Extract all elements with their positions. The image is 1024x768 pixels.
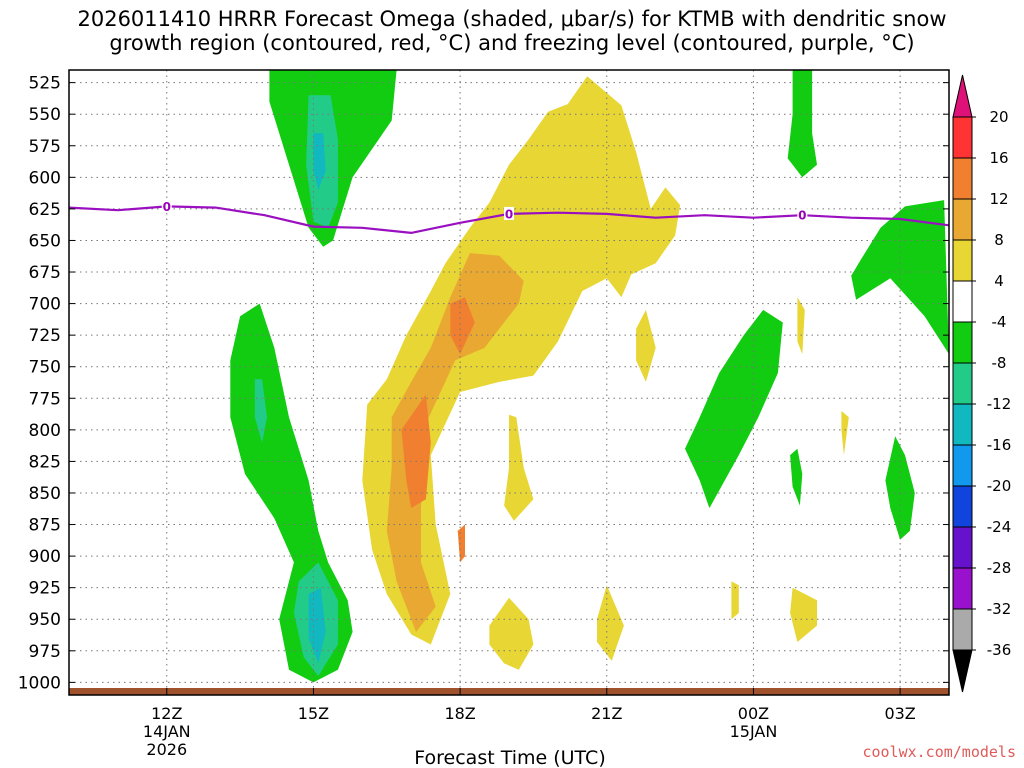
omega-region-m4 — [787, 70, 817, 178]
omega-region-p4 — [731, 581, 739, 620]
y-axis: 525 550 575 600 625 650 675 700 725 750 775 800 825 8… — [18, 74, 949, 693]
freezing-label-bg — [504, 206, 514, 220]
colorbar-label: -16 — [987, 436, 1012, 454]
omega-region-m4 — [851, 200, 949, 355]
colorbar-label: 12 — [989, 190, 1008, 208]
ground-strip — [69, 688, 949, 695]
colorbar-bin-m12 — [952, 403, 973, 446]
colorbar-bin-p12 — [952, 157, 973, 200]
y-tick-label: 925 — [29, 579, 61, 599]
y-tick-label: 800 — [29, 421, 61, 441]
omega-region-m4 — [790, 448, 803, 506]
y-tick-label: 825 — [29, 452, 61, 472]
freezing-label-bg — [161, 199, 172, 213]
colorbar-bin-m16 — [952, 444, 973, 487]
omega-shading — [230, 70, 949, 683]
y-tick-label: 600 — [29, 168, 61, 188]
grid-lines — [69, 70, 949, 695]
omega-region-p4 — [489, 597, 534, 670]
x-tick-date-label: 15JAN — [730, 722, 778, 741]
colorbar-label: -8 — [992, 354, 1007, 372]
freezing-label-bg — [797, 208, 808, 222]
y-tick-label: 625 — [29, 200, 61, 220]
y-tick-label: 900 — [29, 547, 61, 567]
omega-region-m8 — [254, 379, 267, 443]
colorbar-bin-m8 — [952, 362, 973, 405]
chart-title-line-2: growth region (contoured, red, °C) and f… — [109, 31, 915, 55]
colorbar-label: -24 — [987, 518, 1012, 536]
y-tick-label: 725 — [29, 326, 61, 346]
colorbar-label: 16 — [989, 149, 1008, 167]
omega-region-p4 — [790, 587, 817, 642]
colorbar-bin-m32 — [952, 608, 973, 651]
y-tick-label: 750 — [29, 358, 61, 378]
y-tick-label: 550 — [29, 105, 61, 125]
colorbar-bin-m4 — [952, 321, 973, 364]
credit-link[interactable]: coolwx.com/models — [862, 743, 1016, 761]
x-tick-label: 21Z — [591, 704, 622, 723]
colorbar-label: -12 — [987, 395, 1012, 413]
freezing-level-contour: 0 0 0 — [69, 199, 949, 235]
colorbar-label: 20 — [989, 108, 1008, 126]
colorbar-bin-m28 — [952, 567, 973, 610]
y-tick-label: 850 — [29, 484, 61, 504]
y-tick-label: 950 — [29, 610, 61, 630]
omega-region-p12 — [401, 394, 431, 509]
omega-region-p4 — [597, 585, 624, 661]
colorbar-label: 4 — [994, 272, 1004, 290]
y-tick-label: 575 — [29, 137, 61, 157]
y-tick-label: 975 — [29, 642, 61, 662]
freezing-level-label: 0 — [798, 209, 806, 223]
omega-region-p4 — [362, 76, 681, 645]
colorbar-label: -36 — [987, 641, 1012, 659]
freezing-level-label: 0 — [505, 207, 513, 221]
ground-surface — [69, 688, 949, 695]
freezing-level-label: 0 — [163, 200, 171, 214]
colorbar-top-arrow — [952, 74, 973, 118]
omega-region-m12 — [308, 587, 326, 664]
x-tick-label: 12Z — [151, 704, 182, 723]
colorbar: 20 16 12 8 4 -4 -8 -12 -16 -20 -24 -28 -32 -36 — [952, 74, 1012, 693]
colorbar-bin-m20 — [952, 485, 973, 528]
colorbar-bin-m24 — [952, 526, 973, 569]
y-tick-label: 1000 — [18, 673, 61, 693]
colorbar-bin-zero — [952, 280, 973, 323]
colorbar-bin-p8 — [952, 198, 973, 241]
plot-frame — [68, 69, 950, 696]
y-tick-label: 525 — [29, 74, 61, 94]
x-tick-label: 18Z — [444, 704, 475, 723]
y-tick-label: 675 — [29, 263, 61, 283]
colorbar-bin-p4 — [952, 239, 973, 282]
x-tick-label: 15Z — [298, 704, 329, 723]
colorbar-label: -4 — [992, 313, 1007, 331]
x-axis-title: Forecast Time (UTC) — [414, 747, 605, 768]
omega-region-p4 — [841, 410, 849, 456]
y-tick-label: 700 — [29, 295, 61, 315]
y-tick-label: 775 — [29, 389, 61, 409]
omega-region-m4 — [685, 309, 783, 509]
omega-region-p12 — [450, 297, 475, 355]
colorbar-label: 8 — [994, 231, 1004, 249]
colorbar-bottom-arrow — [952, 649, 973, 693]
y-tick-label: 875 — [29, 516, 61, 536]
chart-title-line-1: 2026011410 HRRR Forecast Omega (shaded, … — [77, 7, 947, 31]
omega-region-p12 — [457, 524, 465, 563]
x-tick-label: 00Z — [738, 704, 769, 723]
omega-region-p4 — [504, 414, 534, 521]
x-tick-date-label: 14JAN — [143, 722, 191, 741]
x-tick-label: 03Z — [884, 704, 915, 723]
colorbar-label: -28 — [987, 559, 1012, 577]
omega-region-m12 — [313, 133, 326, 190]
x-tick-year-label: 2026 — [146, 740, 187, 759]
omega-region-p4 — [797, 297, 805, 355]
colorbar-label: -32 — [987, 600, 1012, 618]
colorbar-bin-p16 — [952, 116, 973, 159]
colorbar-label: -20 — [987, 477, 1012, 495]
omega-region-p4 — [636, 309, 656, 382]
y-tick-label: 650 — [29, 231, 61, 251]
omega-region-m4 — [885, 436, 915, 540]
